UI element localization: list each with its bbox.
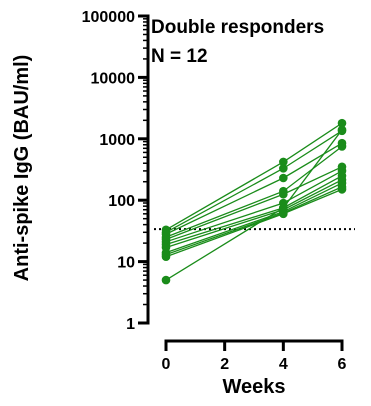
data-point [337,185,347,194]
data-point [279,173,288,183]
data-point [337,118,347,128]
series-line-1 [165,122,343,231]
data-point [279,209,288,219]
series-layer [161,118,347,285]
axes-layer: 1 10 100 1000 10000 100000 0 2 4 6 [82,9,347,373]
x-tick-label-0: 0 [162,356,171,373]
series-line-10 [165,186,343,256]
y-tick-label-1: 1 [126,316,135,333]
data-point [279,164,288,173]
data-point [279,203,288,213]
y-tick-label-1000: 1000 [99,132,135,149]
series-line-3 [165,142,343,235]
y-tick-label-100: 100 [108,193,135,210]
y-tick-label-100000: 100000 [82,9,135,26]
data-point [161,275,171,285]
annotation-n: N = 12 [151,46,208,67]
x-tick-label-6: 6 [338,356,347,373]
y-tick-label-10000: 10000 [91,70,136,87]
data-point [337,125,347,135]
data-point [279,157,288,167]
y-tick-label-10: 10 [117,255,135,272]
series-line-6 [165,170,343,243]
x-tick-label-4: 4 [279,356,288,373]
data-point [161,252,171,262]
data-point [337,142,347,151]
data-point [279,189,288,199]
annotation-title: Double responders [151,17,324,38]
x-tick-label-2: 2 [220,356,229,373]
y-axis-title: Anti-spike IgG (BAU/ml) [11,55,33,282]
x-axis-title: Weeks [222,376,285,398]
